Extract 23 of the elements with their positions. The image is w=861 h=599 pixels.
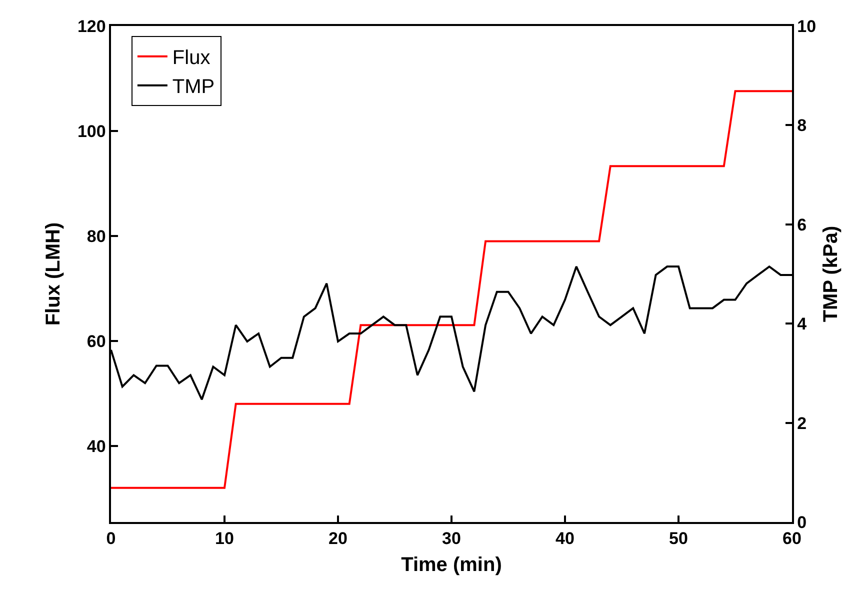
x-tick-label: 40 bbox=[556, 529, 574, 548]
y2-tick-label: 10 bbox=[797, 16, 816, 36]
y-tick-label: 40 bbox=[86, 436, 106, 456]
y2-tick-label: 2 bbox=[797, 414, 807, 433]
x-tick-label: 60 bbox=[782, 529, 802, 548]
x-tick-label: 0 bbox=[106, 529, 116, 548]
y2-tick-label: 6 bbox=[797, 215, 807, 234]
x-tick-label: 20 bbox=[328, 529, 348, 548]
y2-axis-title: TMP (kPa) bbox=[820, 226, 842, 322]
legend-label: Flux bbox=[172, 47, 210, 70]
legend-label: TMP bbox=[172, 76, 215, 98]
x-tick-label: 30 bbox=[442, 529, 461, 548]
y2-tick-label: 8 bbox=[797, 116, 807, 136]
x-tick-label: 10 bbox=[215, 529, 234, 548]
y-tick-label: 120 bbox=[77, 16, 106, 36]
y-tick-label: 80 bbox=[86, 226, 106, 246]
y-axis-title: Flux (LMH) bbox=[42, 222, 64, 326]
y-tick-label: 100 bbox=[77, 122, 106, 141]
y2-tick-label: 4 bbox=[797, 314, 808, 334]
x-axis-title: Time (min) bbox=[401, 554, 502, 576]
y2-tick-label: 0 bbox=[797, 512, 807, 532]
y-tick-label: 60 bbox=[86, 332, 106, 351]
x-tick-label: 50 bbox=[669, 529, 688, 548]
